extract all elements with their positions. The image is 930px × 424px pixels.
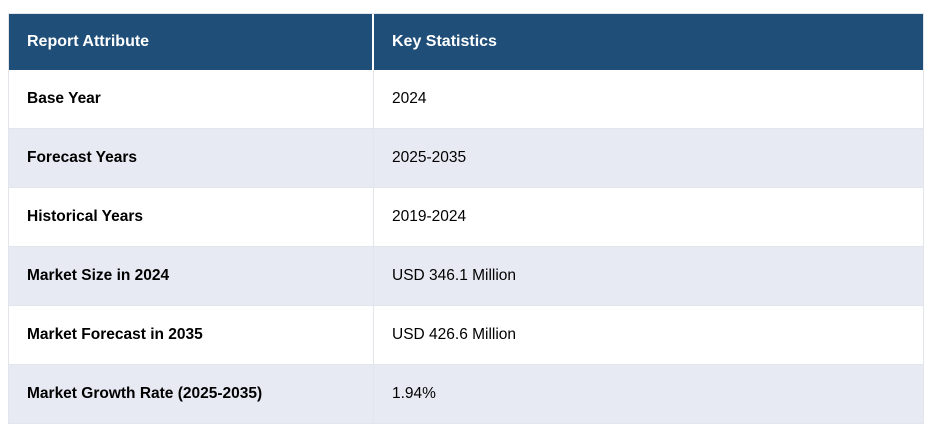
value-cell: USD 426.6 Million — [374, 306, 923, 365]
attribute-cell: Market Growth Rate (2025-2035) — [9, 365, 374, 423]
table-header-row: Report Attribute Key Statistics — [9, 14, 923, 70]
value-cell: USD 346.1 Million — [374, 247, 923, 306]
value-cell: 2025-2035 — [374, 129, 923, 188]
table-row-market-growth-rate: Market Growth Rate (2025-2035) 1.94% — [9, 365, 923, 423]
table-row-market-forecast: Market Forecast in 2035 USD 426.6 Millio… — [9, 306, 923, 365]
attribute-cell: Market Forecast in 2035 — [9, 306, 374, 365]
report-summary-container: Report Attribute Key Statistics Base Yea… — [8, 13, 924, 424]
column-header-report-attribute: Report Attribute — [9, 14, 374, 70]
attribute-cell: Base Year — [9, 70, 374, 129]
table-row-forecast-years: Forecast Years 2025-2035 — [9, 129, 923, 188]
table-row-historical-years: Historical Years 2019-2024 — [9, 188, 923, 247]
column-header-key-statistics: Key Statistics — [374, 14, 923, 70]
attribute-cell: Forecast Years — [9, 129, 374, 188]
value-cell: 2019-2024 — [374, 188, 923, 247]
table-row-market-size: Market Size in 2024 USD 346.1 Million — [9, 247, 923, 306]
table-row-base-year: Base Year 2024 — [9, 70, 923, 129]
report-attributes-table: Report Attribute Key Statistics Base Yea… — [8, 13, 924, 424]
attribute-cell: Market Size in 2024 — [9, 247, 374, 306]
attribute-cell: Historical Years — [9, 188, 374, 247]
value-cell: 2024 — [374, 70, 923, 129]
value-cell: 1.94% — [374, 365, 923, 423]
